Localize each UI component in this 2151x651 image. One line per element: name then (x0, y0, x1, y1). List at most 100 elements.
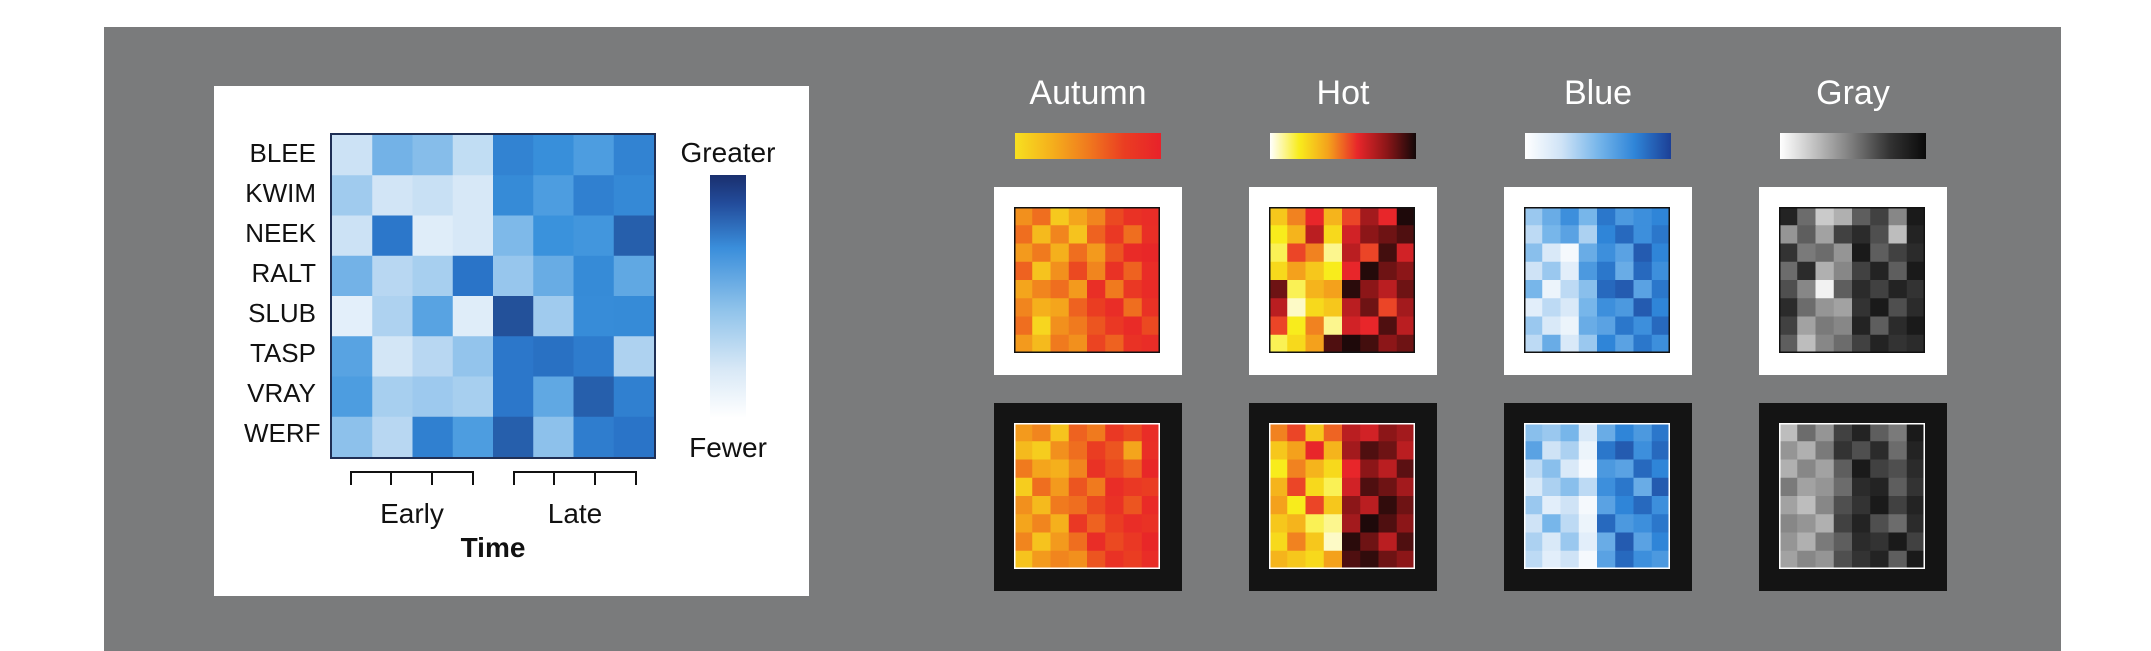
blue-black-cell (1597, 514, 1616, 533)
hot-white-cell (1378, 207, 1398, 226)
hot-white-cell (1378, 316, 1398, 336)
hot-black-cell (1396, 514, 1415, 533)
hot-white-cell (1378, 261, 1398, 281)
gray-black-cell (1888, 477, 1908, 497)
heatmap-cell (332, 416, 373, 457)
hot-white-cell (1287, 316, 1306, 336)
early-bracket (350, 471, 474, 485)
gray-black-cell (1815, 496, 1835, 515)
gray-black-cell (1906, 477, 1925, 497)
blue-white-cell (1651, 261, 1670, 281)
blue-white-cell (1578, 334, 1598, 353)
hot-white-cell (1342, 207, 1361, 226)
gray-black-cell (1833, 550, 1853, 569)
gray-black-cell (1779, 514, 1798, 533)
hot-black-cell (1360, 459, 1379, 479)
autumn-black-cell (1050, 532, 1070, 552)
blue-swatch-black (1504, 403, 1692, 591)
autumn-white-cell (1068, 207, 1088, 226)
autumn-black-cell (1032, 496, 1051, 515)
blue-white-cell (1615, 280, 1634, 299)
blue-white-cell (1542, 280, 1561, 299)
gray-black-cell (1833, 477, 1853, 497)
autumn-white-cell (1087, 316, 1106, 336)
heatmap-cell (533, 255, 574, 297)
hot-black-cell (1378, 496, 1398, 515)
gray-white-cell (1815, 225, 1835, 244)
autumn-white-cell (1068, 243, 1088, 263)
hot-white-cell (1342, 261, 1361, 281)
gray-black-cell (1833, 532, 1853, 552)
heatmap-cell (332, 175, 373, 216)
blue-white-cell (1542, 334, 1561, 353)
blue-black-cell (1633, 441, 1653, 460)
hot-black-cell (1269, 459, 1288, 479)
row-label-neek: NEEK (245, 218, 316, 248)
blue-white-cell (1615, 316, 1634, 336)
blue-black-cell (1542, 496, 1561, 515)
hot-black-cell (1269, 496, 1288, 515)
blue-black-cell (1615, 514, 1634, 533)
hot-white-cell (1269, 207, 1288, 226)
blue-black-cell (1651, 514, 1670, 533)
blue-white-cell (1597, 316, 1616, 336)
gray-white-cell (1906, 225, 1925, 244)
autumn-white-cell (1014, 243, 1033, 263)
gray-white-cell (1797, 225, 1816, 244)
heatmap-cell (452, 215, 494, 257)
hot-white-cell (1323, 316, 1343, 336)
blue-black-cell (1633, 550, 1653, 569)
gray-white-cell (1870, 225, 1889, 244)
gray-white-cell (1797, 261, 1816, 281)
hot-white-cell (1305, 207, 1325, 226)
hot-white-grid-border (1269, 207, 1415, 353)
heatmap-cell (533, 175, 574, 216)
gray-black-cell (1888, 514, 1908, 533)
heatmap-cell (493, 175, 534, 216)
autumn-black-cell (1032, 459, 1051, 479)
gray-black-cell (1797, 514, 1816, 533)
autumn-black-cell (1105, 477, 1124, 497)
autumn-white-cell (1087, 298, 1106, 317)
heatmap-cell (332, 135, 373, 176)
row-label-ralt: RALT (251, 258, 316, 288)
hot-white-cell (1360, 298, 1379, 317)
gray-white-cell (1815, 316, 1835, 336)
hot-white-cell (1323, 261, 1343, 281)
late-tick (594, 471, 596, 485)
gray-white-cell (1833, 298, 1853, 317)
gray-black-cell (1815, 514, 1835, 533)
heatmap-cell (573, 376, 615, 418)
autumn-black-cell (1105, 441, 1124, 460)
autumn-white-cell (1105, 316, 1124, 336)
hot-white-cell (1342, 225, 1361, 244)
hot-black-cell (1323, 550, 1343, 569)
blue-white-cell (1578, 280, 1598, 299)
gray-black-cell (1906, 423, 1925, 442)
autumn-black-cell (1087, 459, 1106, 479)
gray-black-cell (1852, 496, 1871, 515)
blue-black-cell (1651, 423, 1670, 442)
gray-white-cell (1888, 280, 1908, 299)
gray-black-cell (1906, 550, 1925, 569)
hot-white-cell (1287, 298, 1306, 317)
gray-white-cell (1888, 334, 1908, 353)
blue-white-cell (1578, 261, 1598, 281)
gray-black-cell (1779, 459, 1798, 479)
gray-white-cell (1833, 280, 1853, 299)
hot-white-cell (1396, 316, 1415, 336)
blue-black-cell (1615, 550, 1634, 569)
gray-white-cell (1815, 243, 1835, 263)
blue-white-cell (1524, 261, 1543, 281)
gray-white-cell (1779, 261, 1798, 281)
autumn-white-cell (1068, 280, 1088, 299)
autumn-white-cell (1087, 225, 1106, 244)
gray-white-cell (1833, 261, 1853, 281)
autumn-white-cell (1123, 261, 1143, 281)
gray-black-cell (1852, 532, 1871, 552)
heatmap-cell (493, 255, 534, 297)
autumn-black-cell (1050, 477, 1070, 497)
hot-white-cell (1360, 207, 1379, 226)
blue-white-cell (1597, 225, 1616, 244)
blue-white-cell (1615, 261, 1634, 281)
